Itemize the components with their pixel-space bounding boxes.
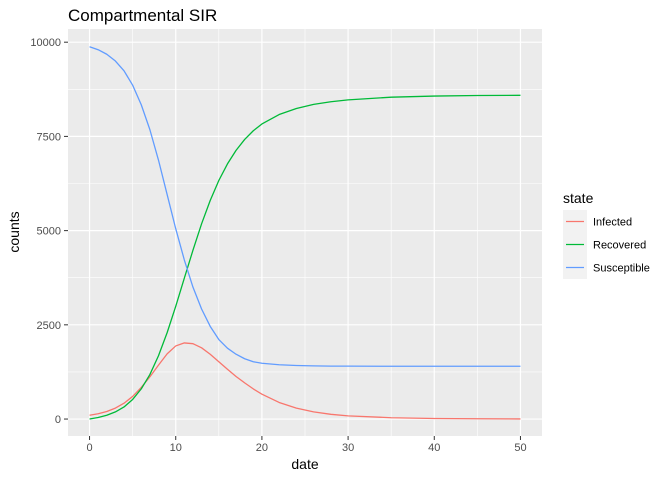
x-tick-label: 30 [342,442,354,454]
legend-label-infected: Infected [593,217,632,229]
grid-major [68,29,542,436]
y-tick-label: 0 [55,414,61,426]
x-tick-label: 50 [514,442,526,454]
legend-label-susceptible: Susceptible [593,263,650,275]
chart-title: Compartmental SIR [68,6,217,25]
x-tick-label: 0 [86,442,92,454]
y-tick-label: 5000 [37,226,61,238]
x-tick-label: 10 [170,442,182,454]
series-lines [89,46,521,420]
legend-label-recovered: Recovered [593,240,646,252]
y-axis: 0 2500 5000 7500 10000 [30,37,68,426]
x-axis-label: date [291,456,318,472]
y-axis-label: counts [6,211,22,252]
series-line-susceptible [89,46,521,367]
x-axis: 0 10 20 30 40 50 [86,436,527,454]
legend: state Infected Recovered Susceptible [563,190,650,279]
y-tick-label: 10000 [30,37,61,49]
series-line-infected [89,342,521,420]
legend-title: state [563,190,594,206]
x-tick-label: 20 [256,442,268,454]
y-tick-label: 2500 [37,320,61,332]
series-line-recovered [89,94,521,420]
x-tick-label: 40 [428,442,440,454]
y-tick-label: 7500 [37,131,61,143]
